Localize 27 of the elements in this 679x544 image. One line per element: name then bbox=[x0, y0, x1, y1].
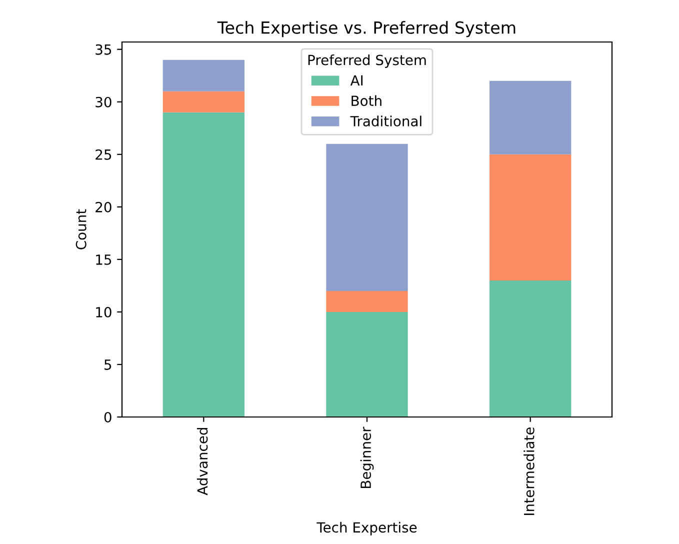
y-axis-title: Count bbox=[76, 209, 86, 250]
x-tick-label: Intermediate bbox=[524, 427, 534, 515]
x-tick-label: Beginner bbox=[360, 426, 374, 488]
y-tick-label: 0 bbox=[104, 412, 112, 422]
bar bbox=[326, 290, 408, 312]
y-tick-label: 25 bbox=[96, 149, 112, 160]
bar bbox=[490, 154, 572, 280]
bar bbox=[326, 312, 408, 417]
bar bbox=[490, 80, 572, 154]
y-tick-label: 30 bbox=[96, 96, 112, 108]
x-tick-label: Advanced bbox=[196, 428, 208, 496]
bar bbox=[490, 280, 572, 417]
legend-label: Traditional bbox=[350, 116, 422, 126]
legend-title: Preferred System bbox=[308, 54, 426, 68]
y-tick-label: 35 bbox=[96, 44, 112, 55]
chart-title: Tech Expertise vs. Preferred System bbox=[217, 21, 516, 38]
legend-label: Both bbox=[352, 95, 382, 106]
bar bbox=[162, 60, 244, 92]
x-axis-title: Tech Expertise bbox=[316, 522, 417, 536]
y-tick-label: 5 bbox=[104, 360, 112, 370]
bar bbox=[162, 112, 244, 417]
bar bbox=[326, 144, 408, 291]
bar bbox=[162, 91, 244, 112]
y-tick-label: 10 bbox=[96, 306, 112, 318]
legend-label: AI bbox=[350, 75, 363, 86]
y-tick-label: 20 bbox=[96, 202, 112, 212]
y-tick-label: 15 bbox=[96, 254, 112, 265]
